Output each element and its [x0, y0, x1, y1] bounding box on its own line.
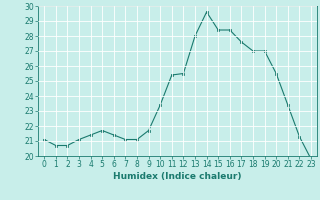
X-axis label: Humidex (Indice chaleur): Humidex (Indice chaleur)	[113, 172, 242, 181]
